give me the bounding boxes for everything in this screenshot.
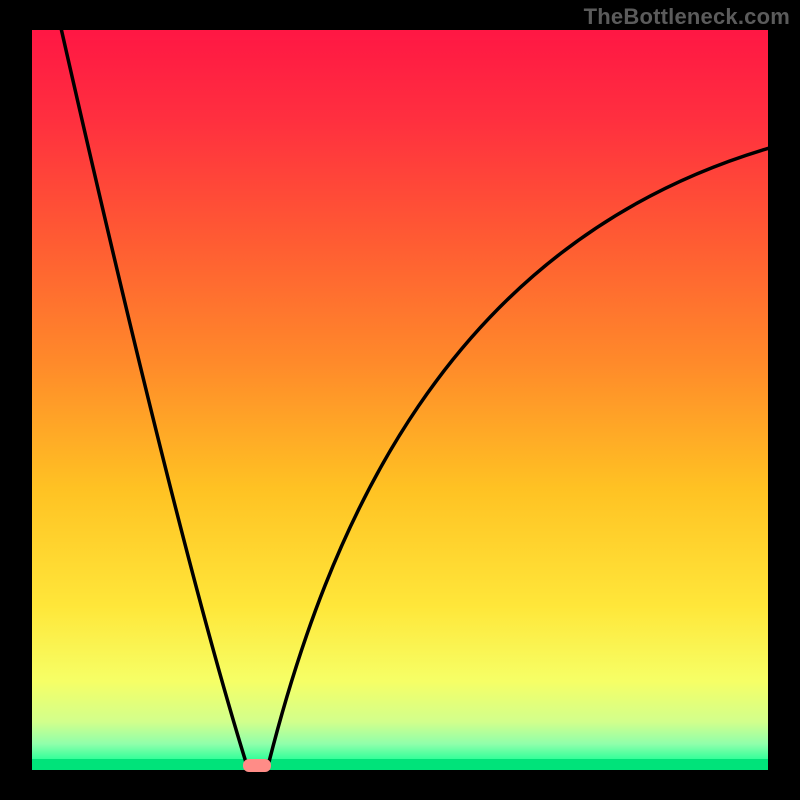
bottleneck-curve: [32, 30, 768, 770]
curve-left-branch: [61, 30, 247, 768]
vertex-marker: [243, 759, 271, 772]
chart-frame: TheBottleneck.com: [0, 0, 800, 800]
plot-area: [32, 30, 768, 770]
curve-right-branch: [268, 148, 768, 767]
watermark-text: TheBottleneck.com: [584, 4, 790, 30]
